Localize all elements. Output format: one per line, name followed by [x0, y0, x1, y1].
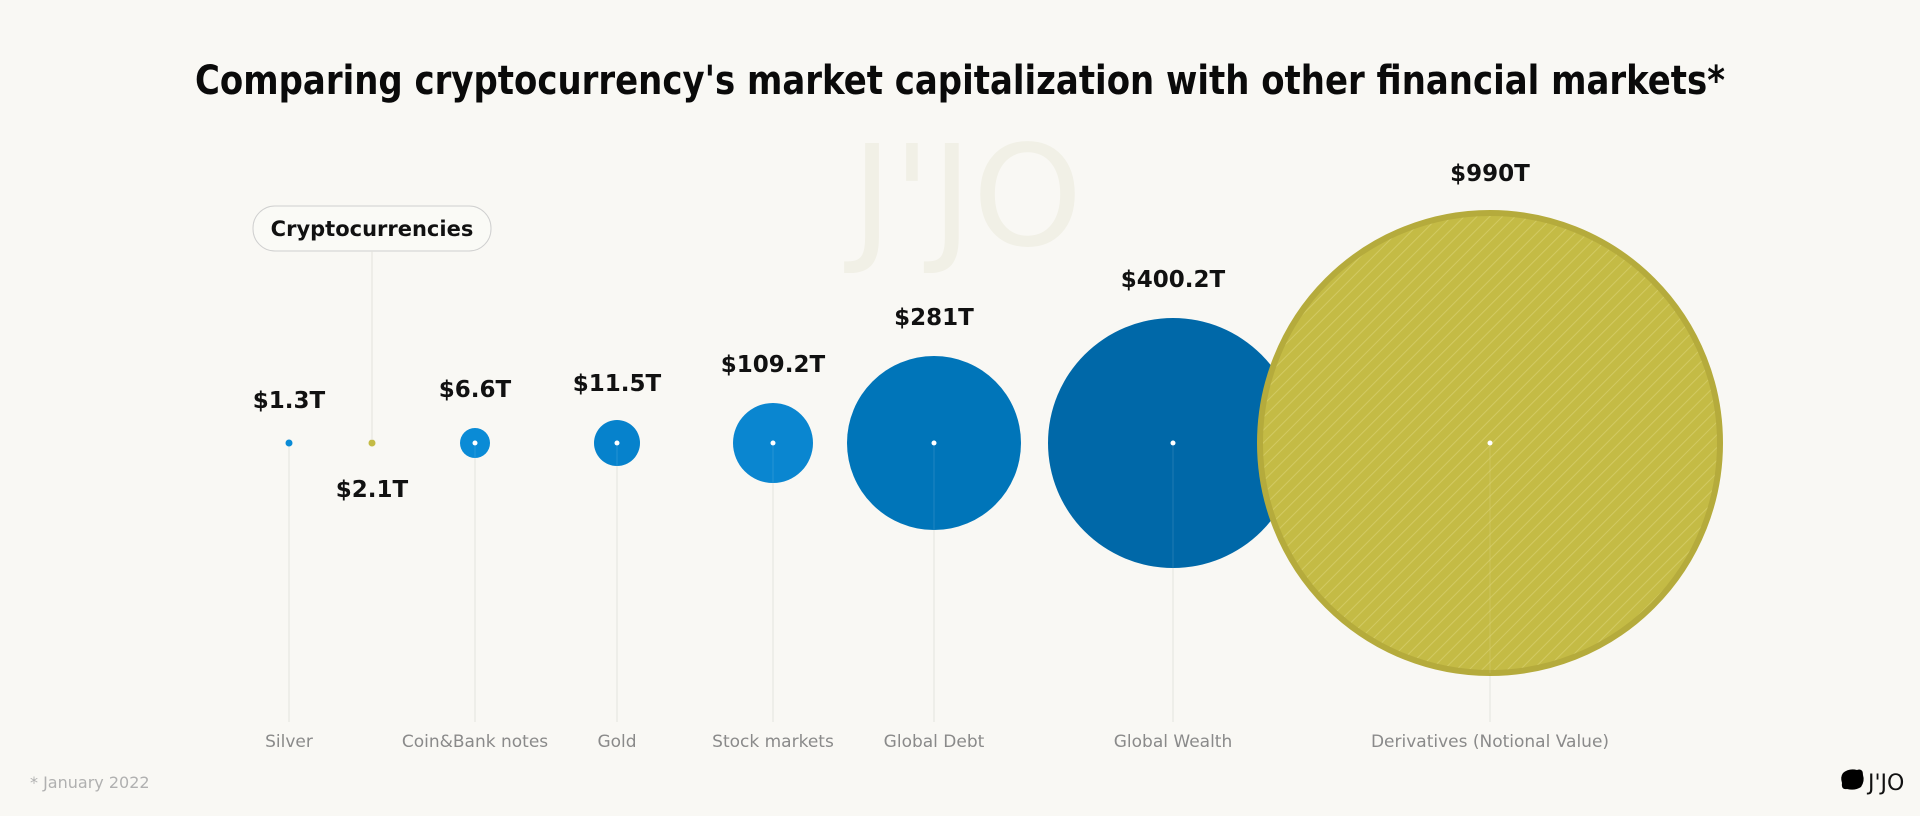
category-label: Derivatives (Notional Value) [1371, 732, 1609, 752]
logo-text: J'JO [1866, 771, 1904, 796]
value-label: $6.6T [439, 377, 512, 403]
callout-label: Cryptocurrencies [271, 217, 474, 241]
bubble-center-dot [1170, 440, 1176, 446]
category-label: Silver [265, 732, 313, 752]
value-label: $2.1T [336, 477, 409, 503]
value-label: $1.3T [253, 388, 326, 414]
value-label: $281T [894, 305, 974, 331]
bubble-center-dot [1487, 440, 1493, 446]
value-label: $990T [1450, 161, 1530, 187]
value-label: $109.2T [721, 352, 826, 378]
bubble-center-dot [931, 440, 937, 446]
bubble-silver [285, 439, 293, 447]
category-label: Stock markets [712, 732, 834, 752]
value-label: $400.2T [1121, 267, 1226, 293]
category-label: Global Wealth [1114, 732, 1233, 752]
category-label: Gold [597, 732, 636, 752]
value-label: $11.5T [573, 371, 662, 397]
logo-mark-icon [1841, 769, 1864, 790]
callout: Cryptocurrencies [252, 205, 492, 440]
chart-title: Comparing cryptocurrency's market capita… [195, 58, 1725, 104]
brand-logo: J'JO [1841, 769, 1904, 796]
watermark: J'JO [843, 116, 1082, 279]
bubble-center-dot [770, 440, 776, 446]
bubble-center-dot [472, 440, 478, 446]
bubble-center-dot [614, 440, 620, 446]
category-label: Coin&Bank notes [402, 732, 548, 752]
bubble-cryptocurrencies [368, 439, 376, 447]
category-label: Global Debt [884, 732, 985, 752]
footnote: * January 2022 [30, 773, 150, 792]
